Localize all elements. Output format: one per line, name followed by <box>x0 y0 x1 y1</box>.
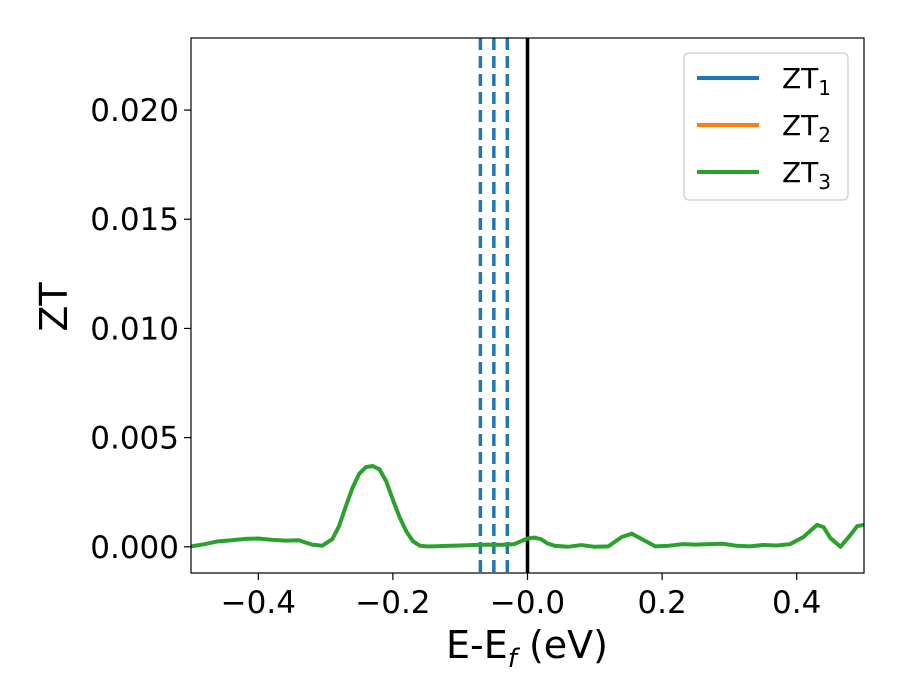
y-tick-label: 0.010 <box>90 311 179 347</box>
legend-label-3: ZT3 <box>782 156 831 194</box>
plot-content <box>191 38 864 573</box>
y-tick-label: 0.020 <box>90 93 179 129</box>
x-tick-label: 0.4 <box>772 585 821 621</box>
x-axis: −0.4 −0.2 −0.0 0.2 0.4 <box>221 573 821 621</box>
legend-label-2: ZT2 <box>782 109 831 147</box>
y-axis-title: ZT <box>32 282 76 332</box>
y-tick-label: 0.005 <box>90 421 179 457</box>
x-tick-label: −0.0 <box>490 585 565 621</box>
x-tick-label: −0.4 <box>221 585 296 621</box>
legend-box <box>683 52 849 201</box>
series-line-1 <box>191 464 864 549</box>
legend-label-1: ZT1 <box>782 62 831 100</box>
y-tick-label: 0.015 <box>90 202 179 238</box>
x-tick-label: −0.2 <box>355 585 430 621</box>
y-tick-label: 0.000 <box>90 530 179 566</box>
x-axis-title: E-Ef (eV) <box>446 623 608 674</box>
legend: ZT1 ZT2 ZT3 <box>683 52 849 201</box>
x-tick-label: 0.2 <box>637 585 686 621</box>
y-axis: 0.000 0.005 0.010 0.015 0.020 <box>90 93 191 566</box>
